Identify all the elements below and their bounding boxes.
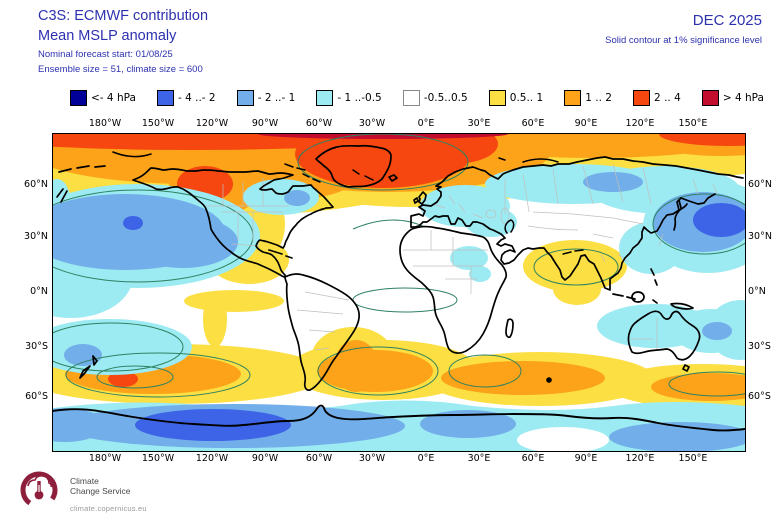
lat-label-left: 60°S: [25, 391, 48, 402]
lat-label-right: 0°N: [748, 286, 766, 297]
legend-swatch: [236, 90, 254, 106]
legend-swatch: [488, 90, 506, 106]
legend-label: -0.5..0.5: [423, 92, 468, 104]
logo-text: Climate Change Service climate.copernicu…: [70, 466, 147, 513]
lat-label-left: 30°S: [25, 341, 48, 352]
logo-url: climate.copernicus.eu: [70, 504, 147, 513]
lon-label-bottom: 180°W: [88, 453, 122, 464]
color-legend: <- 4 hPa - 4 ..- 2 - 2 ..- 1 - 1 ..-0.5 …: [70, 87, 764, 109]
lat-label-left: 60°N: [24, 179, 48, 190]
lon-label-top: 0°E: [417, 118, 435, 129]
lat-label-left: 30°N: [24, 231, 48, 242]
forecast-valid-date: DEC 2025: [692, 12, 762, 29]
significance-note: Solid contour at 1% significance level: [605, 35, 762, 46]
lat-label-right: 30°N: [748, 231, 772, 242]
logo-line-2: Change Service: [70, 486, 131, 496]
lon-label-top: 60°W: [305, 118, 333, 129]
legend-item: > 4 hPa: [701, 90, 764, 106]
legend-label: 0.5.. 1: [509, 92, 544, 104]
lon-label-bottom: 90°W: [251, 453, 279, 464]
legend-item: - 1 ..-0.5: [316, 90, 382, 106]
lon-label-bottom: 150°E: [678, 453, 708, 464]
lon-label-top: 120°W: [195, 118, 229, 129]
legend-item: - 4 ..- 2: [156, 90, 216, 106]
lon-label-top: 30°W: [358, 118, 386, 129]
legend-swatch: [402, 90, 420, 106]
world-map: [0, 97, 772, 453]
legend-swatch: [70, 90, 87, 106]
map-frame: [0, 97, 772, 453]
forecast-start-text: Nominal forecast start: 01/08/25: [38, 49, 173, 60]
legend-item: -0.5..0.5: [402, 90, 468, 106]
legend-label: - 2 ..- 1: [257, 92, 296, 104]
lat-label-right: 30°S: [748, 341, 771, 352]
lon-label-top: 90°E: [574, 118, 598, 129]
page-title: C3S: ECMWF contribution: [38, 8, 209, 24]
legend-label: 1 .. 2: [585, 92, 612, 104]
legend-item: - 2 ..- 1: [236, 90, 296, 106]
legend-swatch: [564, 90, 582, 106]
legend-item: 2 .. 4: [633, 90, 681, 106]
lat-label-right: 60°S: [748, 391, 771, 402]
lon-label-bottom: 120°W: [195, 453, 229, 464]
legend-swatch: [156, 90, 174, 106]
lon-label-top: 180°W: [88, 118, 122, 129]
lon-label-bottom: 120°E: [625, 453, 655, 464]
legend-item: 0.5.. 1: [488, 90, 544, 106]
lon-label-top: 30°E: [467, 118, 491, 129]
legend-item: <- 4 hPa: [70, 90, 136, 106]
coastlines: [52, 144, 746, 432]
lon-label-bottom: 60°E: [521, 453, 545, 464]
lon-label-top: 150°W: [141, 118, 175, 129]
legend-label: - 4 ..- 2: [177, 92, 216, 104]
lon-label-top: 60°E: [521, 118, 545, 129]
lon-label-bottom: 60°W: [305, 453, 333, 464]
lon-label-bottom: 150°W: [141, 453, 175, 464]
significance-contours: [112, 151, 584, 255]
chart-subtitle: Mean MSLP anomaly: [38, 28, 177, 44]
legend-swatch: [701, 90, 719, 106]
header-right: DEC 2025 Solid contour at 1% significanc…: [605, 12, 762, 46]
copernicus-logo-block: Climate Change Service climate.copernicu…: [16, 466, 147, 513]
logo-line-1: Climate: [70, 476, 99, 486]
legend-label: > 4 hPa: [722, 92, 764, 104]
lon-label-bottom: 30°W: [358, 453, 386, 464]
lon-label-top: 90°W: [251, 118, 279, 129]
lat-label-right: 60°N: [748, 179, 772, 190]
lon-label-top: 120°E: [625, 118, 655, 129]
climate-change-service-icon: [20, 471, 58, 509]
legend-swatch: [633, 90, 651, 106]
lon-label-bottom: 0°E: [417, 453, 435, 464]
legend-label: - 1 ..-0.5: [337, 92, 382, 104]
legend-label: 2 .. 4: [654, 92, 681, 104]
legend-swatch: [316, 90, 334, 106]
country-borders: [206, 163, 718, 351]
legend-label: <- 4 hPa: [91, 92, 136, 104]
lon-label-top: 150°E: [678, 118, 708, 129]
lon-label-bottom: 90°E: [574, 453, 598, 464]
lat-label-left: 0°N: [30, 286, 48, 297]
header-left: C3S: ECMWF contribution Mean MSLP anomal…: [38, 6, 208, 76]
lon-label-bottom: 30°E: [467, 453, 491, 464]
legend-item: 1 .. 2: [564, 90, 612, 106]
ensemble-info-text: Ensemble size = 51, climate size = 600: [38, 64, 203, 75]
